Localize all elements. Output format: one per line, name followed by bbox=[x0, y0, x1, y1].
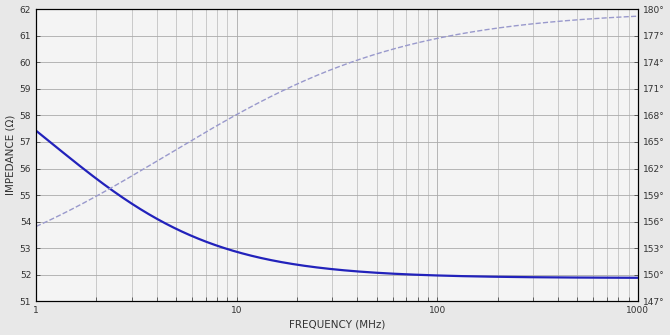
X-axis label: FREQUENCY (MHz): FREQUENCY (MHz) bbox=[289, 320, 385, 329]
Y-axis label: IMPEDANCE (Ω): IMPEDANCE (Ω) bbox=[5, 115, 15, 195]
